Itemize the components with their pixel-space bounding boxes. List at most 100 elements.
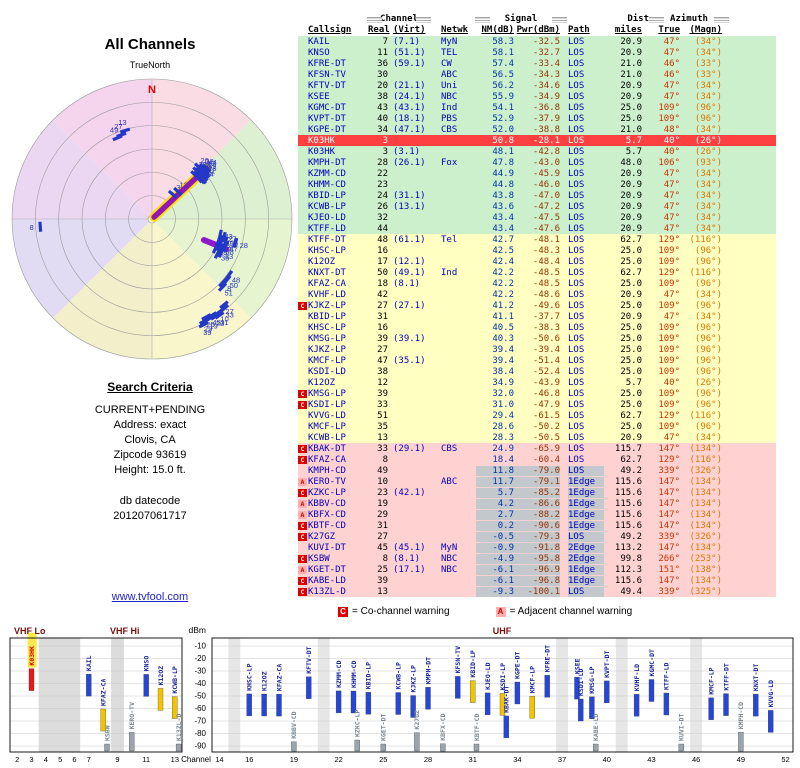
cell-mg: (116°)	[689, 267, 722, 278]
table-row[interactable]: KUVI-DT 45 (45.1) MyN -0.9 -91.8 2Edge 113.2 147…	[298, 542, 776, 553]
table-row[interactable]: C KFAZ-CA 8 18.4 -60.4 LOS 62.7 129° (116°)	[298, 454, 776, 465]
table-row[interactable]: KNSO 11 (51.1) TEL 58.1 -32.7 LOS 20.9 47° (34°)	[298, 47, 776, 58]
table-row[interactable]: C K13ZL-D 13 -9.3 -100.1 LOS 49.4 339° (325°)	[298, 586, 776, 597]
table-row[interactable]: KCWB-LP 26 (13.1) 43.6 -47.2 LOS 20.9 47° (34°)	[298, 201, 776, 212]
table-row[interactable]: KMPH-DT 28 (26.1) Fox 47.8 -43.0 LOS 48.0 106° (9…	[298, 157, 776, 168]
table-row[interactable]: KJKZ-LP 27 39.4 -39.4 LOS 25.0 109° (96°)	[298, 344, 776, 355]
table-row[interactable]: C KZKC-LP 23 (42.1) 5.7 -85.2 1Edge 115.6 147° (1…	[298, 487, 776, 498]
cell-pw: -65.9	[532, 443, 560, 454]
cell-vi: (3.1)	[393, 146, 421, 157]
table-row[interactable]: KTFF-DT 48 (61.1) Tel 42.7 -48.1 LOS 62.7 129° (1…	[298, 234, 776, 245]
cell-vi: (12.1)	[393, 256, 426, 267]
radar-sector	[12, 120, 152, 219]
cell-nm: 42.2	[492, 267, 514, 278]
cell-pw: -32.7	[532, 47, 560, 58]
table-row[interactable]: KTFF-LD 44 43.4 -47.6 LOS 20.9 47° (34°)	[298, 223, 776, 234]
db-datecode-label: db datecode	[119, 495, 181, 507]
table-row[interactable]: KBID-LP 31 41.1 -37.7 LOS 20.9 47° (34°)	[298, 311, 776, 322]
table-row[interactable]: KZMM-CD 22 44.9 -45.9 LOS 20.9 47° (34°)	[298, 168, 776, 179]
table-row[interactable]: C KSDI-LP 33 31.0 -47.9 LOS 25.0 109° (96°)	[298, 399, 776, 410]
table-row[interactable]: KFTV-DT 20 (21.1) Uni 56.2 -34.6 LOS 20.9 47° (34…	[298, 80, 776, 91]
adjacent-channel-flag-icon: A	[495, 606, 506, 617]
table-row[interactable]: KSEE 38 (24.1) NBC 55.9 -34.9 LOS 20.9 47° (34°)	[298, 91, 776, 102]
cell-pa: LOS	[568, 531, 604, 542]
table-row[interactable]: KGMC-DT 43 (43.1) Ind 54.1 -36.8 LOS 25.0 109° (9…	[298, 102, 776, 113]
tvfool-link[interactable]: www.tvfool.com	[111, 591, 189, 603]
cell-tr: 339°	[658, 586, 680, 597]
channel-tick-label: 31	[469, 755, 477, 764]
cell-vi: (8.1)	[393, 553, 421, 564]
table-row[interactable]: KVPT-DT 40 (18.1) PBS 52.9 -37.9 LOS 25.0 109° (9…	[298, 113, 776, 124]
cell-pa: LOS	[568, 322, 585, 333]
signal-bar	[753, 693, 759, 717]
cell-re: 8	[382, 454, 388, 465]
table-row[interactable]: A KBBV-CD 19 4.2 -86.6 1Edge 115.6 147° (134°)	[298, 498, 776, 509]
callsign-label: K12OZ	[157, 666, 165, 686]
table-row[interactable]: KAIL 7 (7.1) MyN 58.3 -32.5 LOS 20.9 47° (34°)	[298, 36, 776, 47]
table-row[interactable]: A KERO-TV 10 ABC 11.7 -79.1 1Edge 115.6 147° (134…	[298, 476, 776, 487]
table-group-header-row: Channel Signal Dist Azimuth	[298, 13, 776, 24]
table-row[interactable]: KJEO-LD 32 43.4 -47.5 LOS 20.9 47° (34°)	[298, 212, 776, 223]
table-row[interactable]: K12OZ 12 34.9 -43.9 LOS 5.7 40° (26°)	[298, 377, 776, 388]
signal-bar	[503, 715, 509, 739]
table-row[interactable]: KCWB-LP 13 28.3 -50.5 LOS 20.9 47° (34°)	[298, 432, 776, 443]
cell-mi: 20.9	[620, 201, 642, 212]
table-row[interactable]: A KBFX-CD 29 2.7 -88.2 1Edge 115.6 147° (134°)	[298, 509, 776, 520]
cell-pa: LOS	[568, 146, 585, 157]
cell-cs: KUVI-DT	[308, 542, 346, 553]
cell-pa: LOS	[568, 366, 585, 377]
table-row[interactable]: K12OZ 17 (12.1) 42.4 -48.4 LOS 25.0 109° (96°)	[298, 256, 776, 267]
cell-nm: 58.1	[492, 47, 514, 58]
table-row[interactable]: C KSBW 8 (8.1) NBC -4.9 -95.8 2Edge 99.8 266° (253…	[298, 553, 776, 564]
table-row[interactable]: A KGET-DT 25 (17.1) NBC -6.1 -96.9 1Edge 112.3 15…	[298, 564, 776, 575]
table-row[interactable]: KVVG-LD 51 29.4 -61.5 LOS 62.7 129° (116°)	[298, 410, 776, 421]
table-row[interactable]: KHSC-LP 16 40.5 -38.3 LOS 25.0 109° (96°)	[298, 322, 776, 333]
cell-vi: (18.1)	[393, 113, 426, 124]
table-row[interactable]: KHSC-LP 16 42.5 -48.3 LOS 25.0 109° (96°)	[298, 245, 776, 256]
flag-spacer	[298, 38, 307, 46]
table-row[interactable]: C KBTF-CD 31 0.2 -90.6 1Edge 115.6 147° (134°)	[298, 520, 776, 531]
table-row[interactable]: C KJKZ-LP 27 (27.1) 41.2 -49.6 LOS 25.0 109° (96°…	[298, 300, 776, 311]
table-row[interactable]: C KBAK-DT 33 (29.1) CBS 24.9 -65.9 LOS 115.7 147°…	[298, 443, 776, 454]
cell-nm: 24.9	[492, 443, 514, 454]
co-channel-flag-icon: C	[298, 301, 307, 310]
cell-pa: LOS	[568, 212, 585, 223]
cell-pa: LOS	[568, 399, 585, 410]
cell-vi: (39.1)	[393, 333, 426, 344]
table-row[interactable]: C KMSG-LP 39 32.0 -46.8 LOS 25.0 109° (96°)	[298, 388, 776, 399]
callsign-label: KGPE-DT	[514, 652, 522, 679]
table-row[interactable]: KVHF-LD 42 42.2 -48.6 LOS 20.9 47° (34°)	[298, 289, 776, 300]
cell-mg: (96°)	[694, 388, 722, 399]
table-row[interactable]: KMSG-LP 39 (39.1) 40.3 -50.6 LOS 25.0 109° (96°)	[298, 333, 776, 344]
dbm-axis-label: dBm	[189, 625, 206, 635]
table-row[interactable]: KNXT-DT 50 (49.1) Ind 42.2 -48.5 LOS 62.7 129° (1…	[298, 267, 776, 278]
table-row[interactable]: K03HK 3 50.8 -28.1 LOS 5.7 40° (26°)	[298, 135, 776, 146]
table-row[interactable]: C K27GZ 27 -0.5 -79.3 LOS 49.2 339° (326°)	[298, 531, 776, 542]
table-row[interactable]: KBID-LP 24 (31.1) 43.8 -47.0 LOS 20.9 47° (34°)	[298, 190, 776, 201]
signal-bar	[365, 692, 372, 715]
flag-spacer	[298, 181, 307, 189]
channel-tick-label: 43	[647, 755, 655, 764]
table-row[interactable]: KFRE-DT 36 (59.1) CW 57.4 -33.4 LOS 21.0 46° (33°…	[298, 58, 776, 69]
radar-channel-marker	[219, 300, 229, 310]
table-row[interactable]: C KABE-LD 39 -6.1 -96.8 1Edge 115.6 147° (134°)	[298, 575, 776, 586]
table-row[interactable]: KMCF-LP 35 28.6 -50.2 LOS 25.0 109° (96°)	[298, 421, 776, 432]
table-row[interactable]: KSDI-LD 38 38.4 -52.4 LOS 25.0 109° (96°)	[298, 366, 776, 377]
cell-nm: 40.3	[492, 333, 514, 344]
table-row[interactable]: KMCF-LP 47 (35.1) 39.4 -51.4 LOS 25.0 109° (96°)	[298, 355, 776, 366]
cell-cs: K13ZL-D	[308, 586, 346, 597]
callsign-label: KZMM-CD	[335, 660, 343, 687]
signal-bar	[678, 743, 684, 752]
channel-tick-label: 9	[115, 755, 119, 764]
cell-nw: NBC	[441, 553, 458, 564]
dbm-tick-label: -70	[194, 717, 206, 726]
radar-channel-label: 3	[176, 183, 180, 192]
signal-bar	[648, 679, 655, 702]
cell-mi: 62.7	[620, 267, 642, 278]
table-row[interactable]: K03HK 3 (3.1) 48.1 -42.8 LOS 5.7 40° (26°)	[298, 146, 776, 157]
table-row[interactable]: KGPE-DT 34 (47.1) CBS 52.0 -38.8 LOS 21.0 48° (34…	[298, 124, 776, 135]
table-row[interactable]: KMPH-CD 49 11.8 -79.0 LOS 49.2 339° (326°)	[298, 465, 776, 476]
table-row[interactable]: KFAZ-CA 18 (8.1) 42.2 -48.5 LOS 25.0 109° (96°)	[298, 278, 776, 289]
table-row[interactable]: KHMM-CD 23 44.8 -46.0 LOS 20.9 47° (34°)	[298, 179, 776, 190]
table-row[interactable]: KFSN-TV 30 ABC 56.5 -34.3 LOS 21.0 46° (33°)	[298, 69, 776, 80]
